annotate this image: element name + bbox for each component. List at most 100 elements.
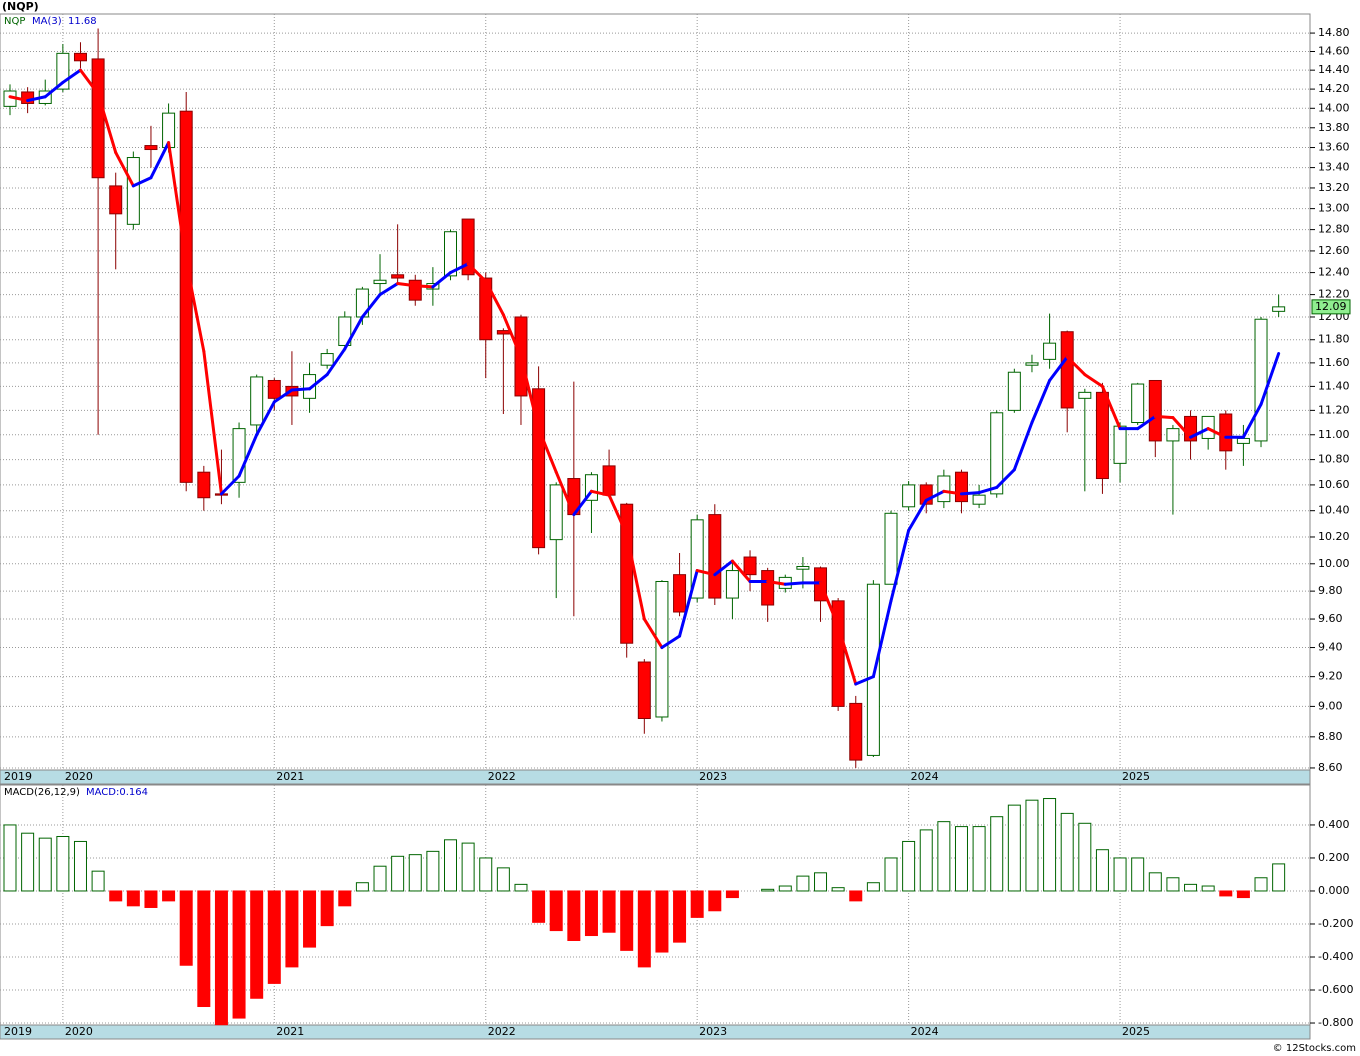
- candle-body: [444, 231, 457, 277]
- y-tick-label: -0.800: [1318, 1016, 1353, 1029]
- candle-body: [1272, 306, 1286, 312]
- ma-line: [713, 559, 734, 577]
- macd-bar: [21, 832, 35, 892]
- ma-line: [413, 284, 435, 289]
- ma-line: [43, 80, 65, 99]
- ma-line: [96, 92, 118, 155]
- x-tick-label: 2024: [911, 1025, 939, 1038]
- y-tick-label: 11.80: [1318, 333, 1350, 346]
- ma-line: [378, 282, 400, 297]
- macd-bar: [902, 840, 916, 892]
- macd-bar: [1236, 890, 1250, 899]
- ma-line: [114, 151, 135, 188]
- candle-body: [620, 503, 634, 644]
- x-tick-label: 2020: [65, 770, 93, 783]
- candle-body: [1025, 362, 1039, 366]
- x-tick-label: 2025: [1122, 1025, 1150, 1038]
- macd-bar: [637, 890, 651, 968]
- y-tick-label: 9.20: [1318, 670, 1343, 683]
- macd-panel: [0, 784, 1311, 1026]
- macd-bar: [126, 890, 140, 907]
- y-tick-label: 12.40: [1318, 266, 1350, 279]
- candle-body: [1254, 318, 1268, 442]
- macd-bar: [567, 890, 581, 941]
- macd-bar: [866, 882, 880, 892]
- x-tick-label: 2021: [276, 770, 304, 783]
- ma-line: [255, 400, 276, 437]
- macd-bar: [1131, 857, 1145, 892]
- y-tick-label: -0.200: [1318, 917, 1353, 930]
- y-tick-label: 12.60: [1318, 244, 1350, 257]
- ma-line: [695, 569, 717, 577]
- macd-bar: [831, 887, 845, 892]
- candle-body: [761, 570, 775, 606]
- ma-line: [78, 68, 100, 96]
- macd-bar: [267, 890, 281, 984]
- candle-body: [866, 583, 880, 756]
- candle-body: [972, 494, 986, 505]
- candle-body: [267, 379, 281, 399]
- candle-body: [743, 556, 757, 576]
- macd-bar: [91, 870, 105, 892]
- y-tick-label: 0.200: [1318, 851, 1350, 864]
- ma-line: [184, 260, 206, 353]
- candle-body: [1113, 425, 1127, 464]
- macd-bar: [1060, 812, 1074, 892]
- macd-bar: [849, 890, 863, 902]
- macd-bar: [708, 890, 722, 912]
- candle-body: [1236, 437, 1250, 444]
- ma-line: [360, 293, 382, 319]
- macd-bar: [778, 885, 792, 892]
- chart-title: (NQP): [2, 0, 39, 13]
- macd-bar: [690, 890, 704, 918]
- x-tick-label: 2023: [699, 1025, 727, 1038]
- ma-line: [554, 470, 576, 517]
- macd-bar: [496, 867, 510, 892]
- macd-bar: [919, 829, 933, 892]
- macd-bar: [602, 890, 616, 933]
- y-tick-label: 14.80: [1318, 26, 1350, 39]
- macd-bar: [391, 855, 405, 892]
- candle-body: [109, 185, 123, 215]
- y-tick-label: 10.20: [1318, 530, 1350, 543]
- ma-line: [783, 581, 805, 586]
- macd-bar: [179, 890, 193, 966]
- candle-body: [725, 570, 739, 599]
- ma-line: [766, 579, 787, 586]
- ma-line: [26, 95, 47, 103]
- ma-line: [854, 675, 875, 686]
- ma-line: [1189, 427, 1210, 439]
- ma-line: [501, 313, 523, 359]
- candle-body: [1095, 391, 1109, 480]
- date-strip: [0, 1024, 1311, 1040]
- candle-body: [1060, 331, 1074, 409]
- candle-body: [637, 661, 651, 719]
- ma-line: [202, 349, 223, 496]
- macd-bar: [1025, 799, 1039, 892]
- candle-body: [954, 471, 968, 503]
- y-tick-label: 11.00: [1318, 428, 1350, 441]
- macd-bar: [444, 839, 457, 892]
- ma-line: [836, 624, 858, 686]
- last-price-box: [1311, 299, 1351, 315]
- macd-bar: [355, 882, 369, 892]
- y-tick-label: 9.00: [1318, 699, 1343, 712]
- y-tick-label: 8.60: [1318, 761, 1343, 774]
- macd-bar: [56, 835, 70, 892]
- ma-line: [959, 491, 981, 496]
- candle-body: [479, 277, 493, 341]
- candle-body: [1131, 383, 1145, 424]
- legend-entry: NQP: [4, 16, 25, 27]
- y-tick-label: -0.400: [1318, 950, 1353, 963]
- candle-body: [144, 145, 158, 151]
- y-tick-label: 9.80: [1318, 584, 1343, 597]
- ma-line: [942, 489, 963, 496]
- macd-bar: [814, 872, 828, 892]
- macd-bar: [1043, 798, 1057, 892]
- ma-line: [924, 489, 946, 502]
- ma-line: [343, 315, 364, 351]
- macd-bar: [338, 890, 352, 907]
- candle-body: [73, 52, 87, 62]
- ma-line: [219, 474, 241, 496]
- macd-bar: [1184, 883, 1198, 892]
